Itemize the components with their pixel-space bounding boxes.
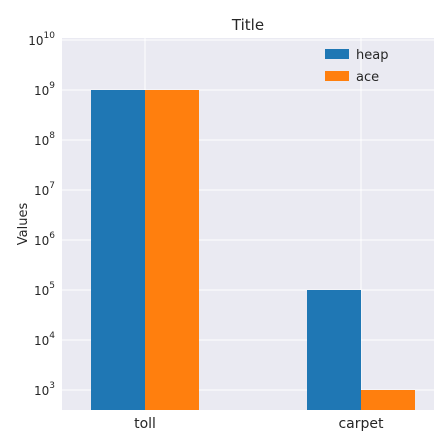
y-axis-title: Values [16, 203, 31, 246]
y-axis: 103 104 105 106 107 108 109 1010 [28, 31, 55, 398]
y-tick-label: 106 [34, 231, 55, 248]
x-tick-label: carpet [338, 416, 384, 432]
chart-title: Title [231, 16, 264, 34]
y-tick-label: 103 [34, 381, 55, 398]
y-tick-label: 109 [34, 81, 55, 98]
y-tick-label: 105 [34, 281, 55, 298]
y-tick-label: 104 [34, 331, 55, 348]
legend-label-heap: heap [356, 48, 388, 63]
y-tick-label: 108 [34, 131, 55, 148]
bar-ace-carpet [361, 390, 415, 410]
x-tick-label: toll [134, 416, 156, 432]
legend-label-ace: ace [356, 70, 379, 85]
bar-heap-carpet [307, 290, 361, 410]
legend-swatch-ace [325, 71, 349, 81]
bar-heap-toll [91, 90, 145, 410]
legend: heap ace [325, 48, 388, 85]
y-tick-label: 1010 [28, 31, 55, 48]
x-axis: toll carpet [134, 416, 384, 432]
y-tick-label: 107 [34, 181, 55, 198]
bars [91, 90, 415, 410]
bar-ace-toll [145, 90, 199, 410]
legend-swatch-heap [325, 49, 349, 59]
